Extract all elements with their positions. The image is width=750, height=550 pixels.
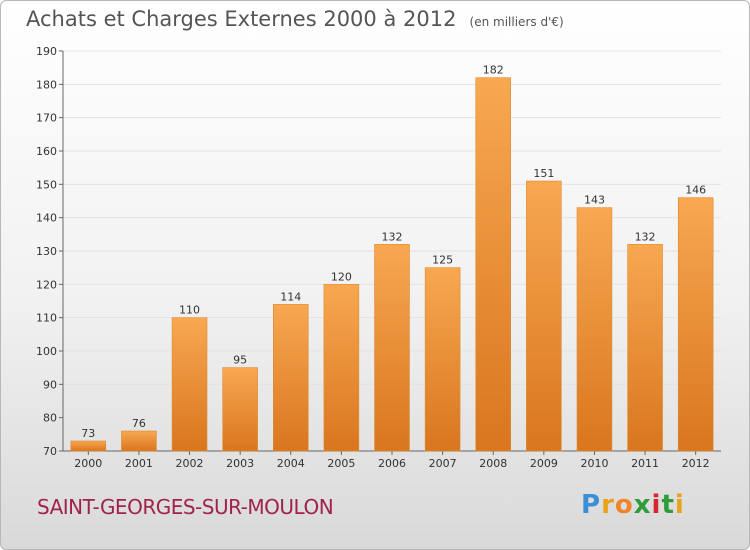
bar-2004 [273,304,309,452]
x-tick-label: 2006 [378,457,406,470]
x-tick-label: 2003 [226,457,254,470]
chart-title: Achats et Charges Externes 2000 à 2012 (… [26,7,564,31]
x-tick-label: 2011 [631,457,659,470]
logo-letter: t [661,490,675,520]
y-tick-label: 150 [36,178,57,191]
value-label: 132 [635,230,656,243]
y-tick-label: 170 [36,112,57,125]
y-tick-label: 70 [43,445,57,458]
bar-2007 [424,267,461,452]
bar-2000 [70,440,107,452]
value-label: 151 [533,167,554,180]
y-tick-label: 130 [36,245,57,258]
value-label: 120 [331,270,352,283]
y-tick-label: 100 [36,345,57,358]
bars [70,77,714,452]
y-tick-label: 190 [36,45,57,58]
value-label: 76 [132,417,146,430]
x-tick-label: 2004 [277,457,305,470]
bar-2008 [475,77,511,452]
x-tick-label: 2010 [580,457,608,470]
x-tick-label: 2005 [327,457,355,470]
title-text: Achats et Charges Externes 2000 à 2012 [26,7,457,31]
x-tick-label: 2009 [530,457,558,470]
labels: 70 80 90 100 110 120 130 140 150 160 170 180 190 2000… [36,45,710,470]
logo-letter: x [633,490,652,520]
bar-2001 [121,430,157,452]
logo-letter: i [651,490,662,520]
logo-letter: o [614,490,634,520]
bar-2012 [677,197,714,452]
bar-2005 [323,284,360,452]
value-label: 95 [233,354,247,367]
x-tick-label: 2008 [479,457,507,470]
x-tick-label: 2000 [74,457,102,470]
value-label: 110 [179,304,200,317]
y-tick-label: 90 [43,378,57,391]
y-tick-label: 120 [36,278,57,291]
commune-name: SAINT-GEORGES-SUR-MOULON [37,495,334,519]
logo-letter: P [581,490,602,520]
x-tick-label: 2012 [682,457,710,470]
value-label: 73 [81,427,95,440]
bar-2010 [576,207,613,452]
bar-2006 [374,244,410,452]
logo-letter: r [601,490,615,520]
logo-letter: i [674,490,685,520]
bar-2011 [627,244,663,452]
y-tick-label: 140 [36,212,57,225]
x-tick-label: 2007 [429,457,457,470]
x-tick-label: 2001 [125,457,153,470]
value-label: 114 [280,290,301,303]
x-tick-label: 2002 [176,457,204,470]
y-tick-label: 180 [36,78,57,91]
bar-2003 [222,367,258,452]
subtitle-text: (en milliers d'€) [469,15,564,29]
bar-2002 [171,317,208,452]
value-label: 132 [382,230,403,243]
proxiti-logo: Proxiti [581,490,685,520]
y-tick-label: 80 [43,412,57,425]
value-label: 182 [483,64,504,77]
y-tick-label: 160 [36,145,57,158]
value-label: 146 [685,184,706,197]
y-tick-label: 110 [36,312,57,325]
bar-2009 [526,180,562,452]
value-label: 125 [432,254,453,267]
value-label: 143 [584,194,605,207]
